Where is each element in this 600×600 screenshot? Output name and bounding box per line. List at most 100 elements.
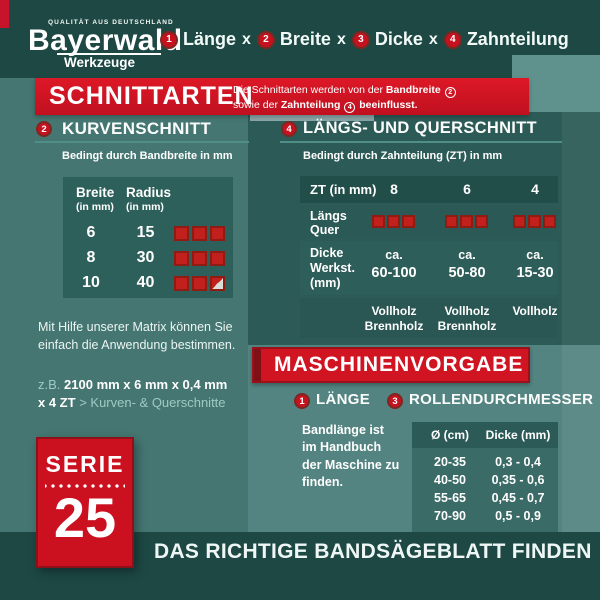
formula-separator: x xyxy=(336,30,346,48)
diameter-col-header: Ø (cm) xyxy=(430,428,469,442)
dicke-value: 0,3 - 0,4 xyxy=(495,455,541,469)
zt-header-row: ZT (in mm) 8 6 4 xyxy=(300,176,558,203)
number-4-icon: 4 xyxy=(281,121,297,137)
background-step-under-banner xyxy=(250,113,374,121)
diameter-value: 40-50 xyxy=(434,473,466,487)
col-unit: (in mm) xyxy=(76,200,114,213)
diameter-value: 20-35 xyxy=(434,455,466,469)
laengsquerschnitt-title: LÄNGS- UND QUERSCHNITT xyxy=(303,119,537,137)
col-unit: (in mm) xyxy=(126,200,164,213)
zt-header-label: ZT (in mm) xyxy=(310,182,377,197)
formula-separator: x xyxy=(242,30,251,48)
column-header-breite: Breite (in mm) xyxy=(76,185,114,213)
schnittarten-title: SCHNITTARTEN xyxy=(49,82,254,110)
holzart-value: Vollholz xyxy=(497,304,573,319)
footer-headline: DAS RICHTIGE BANDSÄGEBLATT FINDEN xyxy=(154,540,592,563)
example-result: > Kurven- & Querschnitte xyxy=(79,395,226,411)
formula-label: Breite xyxy=(279,29,331,49)
label-laengs: Längs xyxy=(310,209,347,223)
matrix-example: z.B. 2100 mm x 6 mm x 0,4 mm x 4 ZT > Ku… xyxy=(38,376,227,412)
table-row: 70-90 0,5 - 0,9 xyxy=(412,507,558,525)
laenge-title: LÄNGE xyxy=(316,391,370,408)
range-value: 50-80 xyxy=(448,264,486,281)
breite-value: 10 xyxy=(82,274,100,291)
dicke-value: ca. 15-30 xyxy=(500,248,570,282)
number-4-icon: 4 xyxy=(443,30,462,49)
formula-label: Länge xyxy=(183,29,237,49)
serie-25-badge: SERIE 25 xyxy=(36,437,134,568)
zt-col-6: 6 xyxy=(463,181,471,197)
formula-item-breite: 2 Breite xyxy=(256,29,331,50)
breite-value: 6 xyxy=(86,224,96,241)
circled-2-icon: 2 xyxy=(444,87,456,99)
formula-item-zahnteilung: 4 Zahnteilung xyxy=(443,29,569,50)
red-corner-accent xyxy=(0,0,9,28)
label-dicke: Dicke xyxy=(310,246,344,260)
holzart-value: Vollholz Brennholz xyxy=(429,304,505,334)
ca-prefix: ca. xyxy=(526,248,544,262)
rating-squares-icon xyxy=(174,276,225,291)
brand-logo: Bayerwald xyxy=(28,24,183,57)
right-edge-strip xyxy=(562,112,600,532)
rating-squares-icon xyxy=(174,226,225,241)
example-dimensions: 2100 mm x 6 mm x 0,4 mm xyxy=(64,377,228,392)
laengsquerschnitt-subtitle: Bedingt durch Zahnteilung (ZT) in mm xyxy=(303,150,503,162)
range-value: 60-100 xyxy=(371,264,417,281)
ca-prefix: ca. xyxy=(385,248,403,262)
table-row: 55-65 0,45 - 0,7 xyxy=(412,489,558,507)
serie-dots-divider xyxy=(45,484,125,488)
maschinenvorgabe-banner: MASCHINENVORGABE xyxy=(252,347,530,383)
vollholz-label: Vollholz xyxy=(444,304,490,318)
schnittarten-banner: SCHNITTARTEN Die Schnittarten werden von… xyxy=(35,78,529,115)
dicke-value: ca. 60-100 xyxy=(359,248,429,282)
desc-bold-bandbreite: Bandbreite xyxy=(385,84,441,96)
maschinenvorgabe-title: MASCHINENVORGABE xyxy=(274,353,524,376)
col-label: Radius xyxy=(126,185,172,200)
rollen-table-body: 20-35 0,3 - 0,4 40-50 0,35 - 0,6 55-65 0… xyxy=(412,448,558,532)
formula-item-laenge: 1 Länge xyxy=(160,29,236,50)
desc-bold-zahnteilung: Zahnteilung xyxy=(280,99,341,112)
brand-logo-subtitle: Werkzeuge xyxy=(64,55,136,70)
laengs-quer-row: Längs Quer xyxy=(300,206,558,238)
desc-text: sowie der xyxy=(233,99,278,112)
number-2-icon: 2 xyxy=(256,30,275,49)
bandlaenge-note: Bandlänge ist im Handbuch der Maschine z… xyxy=(302,423,400,489)
column-header-radius: Radius (in mm) xyxy=(126,185,171,213)
zt-col-4: 4 xyxy=(531,181,539,197)
dicke-row-label: Dicke Werkst. (mm) xyxy=(310,246,355,290)
diameter-value: 55-65 xyxy=(434,491,466,505)
desc-tail: beeinflusst. xyxy=(359,99,418,112)
col-label: Breite xyxy=(76,185,115,200)
dicke-value: 0,35 - 0,6 xyxy=(491,473,545,487)
number-3-icon: 3 xyxy=(351,30,370,49)
table-row: 40-50 0,35 - 0,6 xyxy=(412,471,558,489)
holzart-row: Vollholz Brennholz Vollholz Brennholz Vo… xyxy=(300,298,558,338)
brennholz-label: Brennholz xyxy=(364,319,424,333)
serie-label: SERIE xyxy=(45,451,125,477)
radius-value: 40 xyxy=(136,274,155,291)
label-werkst: Werkst. xyxy=(310,260,355,275)
formula-item-dicke: 3 Dicke xyxy=(351,29,423,50)
breite-value: 8 xyxy=(86,249,96,266)
cut-row-label: Längs Quer xyxy=(310,209,347,238)
range-value: 15-30 xyxy=(516,264,554,281)
kurvenschnitt-subtitle: Bedingt durch Bandbreite in mm xyxy=(62,150,233,162)
formula-separator: x xyxy=(428,30,438,48)
label-quer: Quer xyxy=(310,223,340,238)
kurvenschnitt-table: Breite (in mm) Radius (in mm) 6 15 8 30 … xyxy=(63,177,233,298)
formula-label: Zahnteilung xyxy=(466,29,569,49)
section-divider xyxy=(280,141,562,143)
zt-col-8: 8 xyxy=(390,181,398,197)
number-2-icon: 2 xyxy=(36,121,52,137)
vollholz-label: Vollholz xyxy=(371,304,417,318)
ca-prefix: ca. xyxy=(458,248,476,262)
number-1-icon: 1 xyxy=(160,30,178,49)
formula-label: Dicke xyxy=(374,29,423,49)
rollen-table-header: Ø (cm) Dicke (mm) xyxy=(412,422,558,448)
number-1-icon: 1 xyxy=(294,393,310,409)
table-row: 20-35 0,3 - 0,4 xyxy=(412,453,558,471)
logo-underline xyxy=(57,53,161,55)
desc-text: Die Schnittarten werden von der xyxy=(233,84,383,96)
logo-quality-claim: QUALITÄT AUS DEUTSCHLAND xyxy=(48,19,174,26)
